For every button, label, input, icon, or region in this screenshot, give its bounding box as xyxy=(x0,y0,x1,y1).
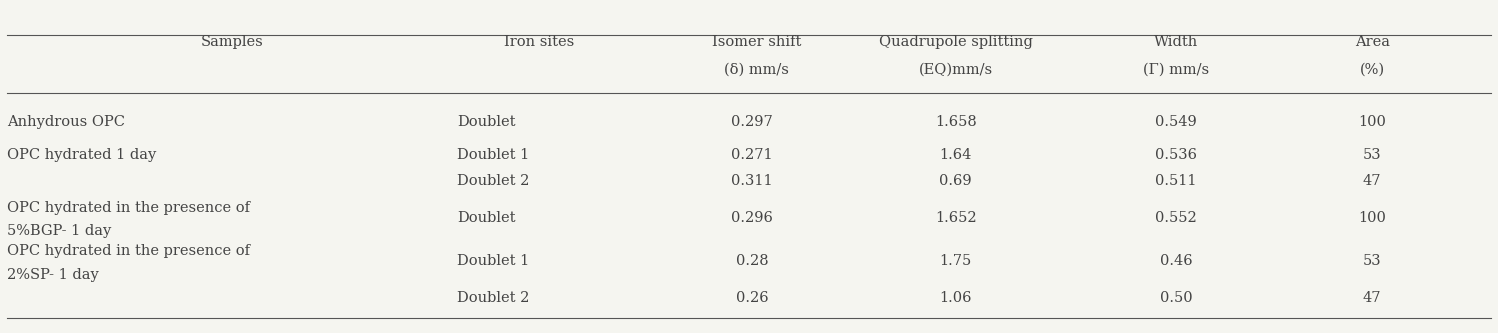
Text: 0.28: 0.28 xyxy=(736,254,768,268)
Text: 47: 47 xyxy=(1363,174,1381,188)
Text: OPC hydrated 1 day: OPC hydrated 1 day xyxy=(7,148,157,162)
Text: 0.296: 0.296 xyxy=(731,211,773,225)
Text: OPC hydrated in the presence of: OPC hydrated in the presence of xyxy=(7,244,250,258)
Text: Doublet 2: Doublet 2 xyxy=(457,174,529,188)
Text: 0.549: 0.549 xyxy=(1155,115,1197,129)
Text: 0.297: 0.297 xyxy=(731,115,773,129)
Text: Doublet: Doublet xyxy=(457,115,515,129)
Text: Doublet 1: Doublet 1 xyxy=(457,148,529,162)
Text: 2%SP- 1 day: 2%SP- 1 day xyxy=(7,268,99,282)
Text: 0.69: 0.69 xyxy=(939,174,972,188)
Text: 0.536: 0.536 xyxy=(1155,148,1197,162)
Text: Iron sites: Iron sites xyxy=(505,35,574,49)
Text: 0.46: 0.46 xyxy=(1159,254,1192,268)
Text: 0.26: 0.26 xyxy=(736,291,768,305)
Text: 0.552: 0.552 xyxy=(1155,211,1197,225)
Text: 100: 100 xyxy=(1359,211,1386,225)
Text: Isomer shift: Isomer shift xyxy=(712,35,801,49)
Text: 1.06: 1.06 xyxy=(939,291,972,305)
Text: 1.652: 1.652 xyxy=(935,211,977,225)
Text: (δ) mm/s: (δ) mm/s xyxy=(724,63,789,77)
Text: 53: 53 xyxy=(1363,148,1381,162)
Text: Width: Width xyxy=(1153,35,1198,49)
Text: Quadrupole splitting: Quadrupole splitting xyxy=(879,35,1032,49)
Text: 0.511: 0.511 xyxy=(1155,174,1197,188)
Text: 100: 100 xyxy=(1359,115,1386,129)
Text: Doublet: Doublet xyxy=(457,211,515,225)
Text: (Γ) mm/s: (Γ) mm/s xyxy=(1143,63,1209,77)
Text: 0.311: 0.311 xyxy=(731,174,773,188)
Text: 1.64: 1.64 xyxy=(939,148,972,162)
Text: Area: Area xyxy=(1354,35,1390,49)
Text: Anhydrous OPC: Anhydrous OPC xyxy=(7,115,126,129)
Text: Samples: Samples xyxy=(201,35,264,49)
Text: 1.658: 1.658 xyxy=(935,115,977,129)
Text: (EQ)mm/s: (EQ)mm/s xyxy=(918,63,993,77)
Text: (%): (%) xyxy=(1360,63,1384,77)
Text: 47: 47 xyxy=(1363,291,1381,305)
Text: Doublet 1: Doublet 1 xyxy=(457,254,529,268)
Text: OPC hydrated in the presence of: OPC hydrated in the presence of xyxy=(7,201,250,215)
Text: 0.271: 0.271 xyxy=(731,148,773,162)
Text: 5%BGP- 1 day: 5%BGP- 1 day xyxy=(7,224,112,238)
Text: Doublet 2: Doublet 2 xyxy=(457,291,529,305)
Text: 53: 53 xyxy=(1363,254,1381,268)
Text: 1.75: 1.75 xyxy=(939,254,972,268)
Text: 0.50: 0.50 xyxy=(1159,291,1192,305)
